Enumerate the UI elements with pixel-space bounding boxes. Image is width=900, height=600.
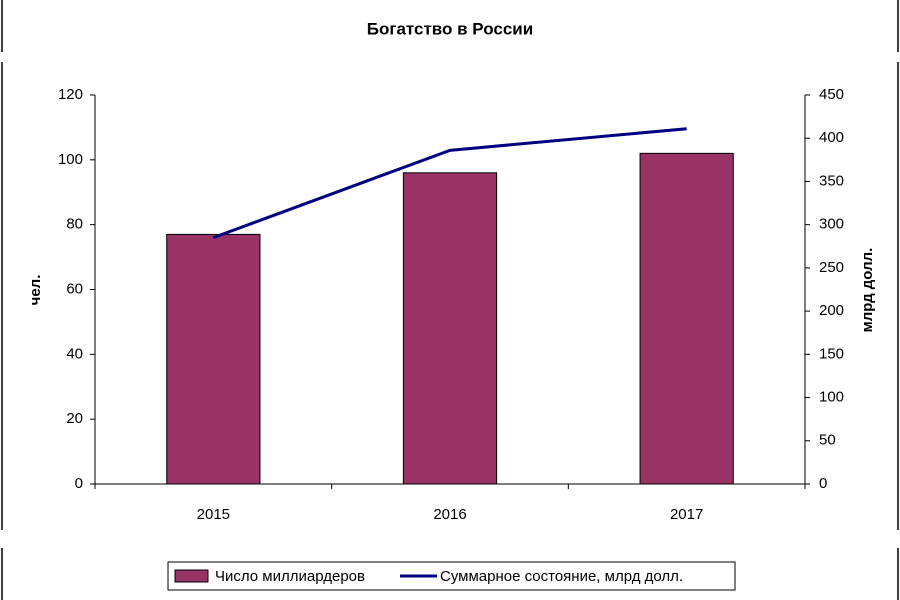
x-tick-label: 2016 [433, 506, 466, 523]
y2-tick-label: 450 [819, 86, 844, 103]
legend-label: Суммарное состояние, млрд долл. [440, 568, 683, 585]
y2-tick-label: 100 [819, 389, 844, 406]
legend-box [167, 561, 736, 591]
y-tick-label: 40 [66, 345, 83, 362]
y2-tick-label: 350 [819, 172, 844, 189]
y2-tick-label: 0 [819, 475, 827, 492]
y-tick-label: 20 [66, 410, 83, 427]
bar [402, 172, 498, 485]
y-tick-label: 120 [58, 86, 83, 103]
y-tick-label: 0 [75, 475, 83, 492]
y-axis-title: чел. [27, 275, 44, 306]
y-tick-label: 80 [66, 216, 83, 233]
bar [166, 233, 261, 485]
y2-tick-label: 400 [819, 129, 844, 146]
y2-tick-label: 200 [819, 302, 844, 319]
y2-axis-title: млрд долл. [859, 248, 876, 333]
y-tick-label: 100 [58, 151, 83, 168]
y2-tick-label: 300 [819, 216, 844, 233]
y2-tick-label: 50 [819, 432, 836, 449]
x-tick-label: 2015 [197, 506, 230, 523]
y2-tick-label: 250 [819, 259, 844, 276]
bar [639, 152, 734, 485]
chart-title: Богатство в России [367, 19, 533, 38]
legend-swatch [174, 569, 209, 583]
line [212, 127, 687, 240]
legend-label: Число миллиардеров [215, 568, 365, 585]
y-tick-label: 60 [66, 280, 83, 297]
x-tick-label: 2017 [670, 506, 703, 523]
y2-tick-label: 150 [819, 345, 844, 362]
